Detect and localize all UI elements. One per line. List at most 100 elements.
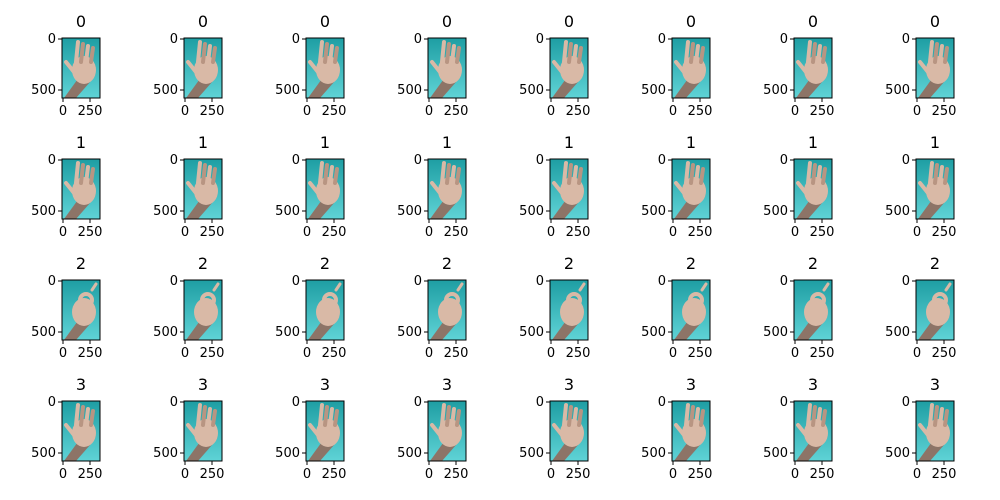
axes-frame — [183, 158, 223, 220]
y-tick-label: 0 — [170, 395, 178, 410]
x-tick-label: 0 — [303, 346, 311, 361]
y-tick-label: 0 — [48, 153, 56, 168]
hand-gesture-photo-icon — [674, 403, 706, 461]
y-tick-label: 500 — [31, 446, 56, 461]
hand-gesture-photo-icon — [186, 40, 218, 98]
image-panel: 3 0 500 0 250 — [388, 371, 508, 491]
y-tick-label: 500 — [397, 83, 422, 98]
x-tick-label: 250 — [78, 104, 103, 119]
y-tick-label: 0 — [170, 32, 178, 47]
y-tick-label: 500 — [153, 204, 178, 219]
hand-gesture-photo-icon — [64, 40, 96, 98]
x-tick-label: 0 — [791, 467, 799, 482]
y-tick-label: 0 — [658, 32, 666, 47]
x-tick-label: 250 — [810, 467, 835, 482]
hand-gesture-photo-icon — [918, 161, 950, 219]
image-panel: 3 0 500 0 250 — [144, 371, 264, 491]
x-tick-label: 250 — [932, 225, 957, 240]
y-tick-label: 0 — [414, 395, 422, 410]
panel-title: 3 — [197, 375, 209, 394]
y-tick-label: 0 — [536, 274, 544, 289]
x-tick-label: 250 — [566, 104, 591, 119]
y-tick-label: 500 — [641, 83, 666, 98]
y-tick-label: 500 — [275, 204, 300, 219]
x-tick-label: 0 — [181, 225, 189, 240]
panel-title: 2 — [685, 254, 697, 273]
hand-gesture-photo-icon — [552, 403, 584, 461]
axes-frame — [793, 400, 833, 462]
axes-frame — [549, 37, 589, 99]
x-tick-label: 250 — [444, 467, 469, 482]
panel-title: 0 — [807, 12, 819, 31]
y-tick-label: 0 — [292, 395, 300, 410]
hand-gesture-photo-icon — [430, 282, 464, 340]
y-tick-label: 0 — [780, 32, 788, 47]
panel-title: 3 — [807, 375, 819, 394]
y-tick-label: 0 — [292, 274, 300, 289]
x-tick-label: 0 — [425, 104, 433, 119]
hand-gesture-photo-icon — [430, 40, 462, 98]
x-tick-label: 0 — [181, 467, 189, 482]
y-tick-label: 500 — [153, 325, 178, 340]
x-tick-label: 250 — [688, 467, 713, 482]
axes-frame — [915, 37, 955, 99]
y-tick-label: 500 — [641, 204, 666, 219]
x-tick-label: 0 — [547, 467, 555, 482]
y-tick-label: 500 — [153, 446, 178, 461]
panel-title: 0 — [685, 12, 697, 31]
image-panel: 0 0 500 0 250 — [144, 8, 264, 128]
y-tick-label: 500 — [153, 83, 178, 98]
hand-gesture-photo-icon — [918, 403, 950, 461]
panel-title: 3 — [929, 375, 941, 394]
hand-gesture-photo-icon — [552, 40, 584, 98]
hand-gesture-photo-icon — [186, 161, 218, 219]
x-tick-label: 250 — [932, 104, 957, 119]
axes-frame — [305, 37, 345, 99]
image-panel: 2 0 500 0 250 — [754, 250, 874, 370]
axes-frame — [671, 158, 711, 220]
panel-title: 1 — [563, 133, 575, 152]
x-tick-label: 0 — [669, 346, 677, 361]
panel-title: 0 — [563, 12, 575, 31]
y-tick-label: 500 — [519, 446, 544, 461]
image-panel: 1 0 500 0 250 — [22, 129, 142, 249]
panel-title: 3 — [563, 375, 575, 394]
hand-gesture-photo-icon — [552, 161, 584, 219]
x-tick-label: 250 — [932, 467, 957, 482]
y-tick-label: 0 — [48, 395, 56, 410]
y-tick-label: 500 — [31, 204, 56, 219]
axes-frame — [427, 400, 467, 462]
x-tick-label: 0 — [59, 467, 67, 482]
y-tick-label: 0 — [780, 153, 788, 168]
y-tick-label: 0 — [48, 32, 56, 47]
x-tick-label: 0 — [791, 346, 799, 361]
hand-gesture-photo-icon — [430, 403, 462, 461]
x-tick-label: 0 — [181, 104, 189, 119]
panel-title: 2 — [807, 254, 819, 273]
panel-title: 3 — [319, 375, 331, 394]
y-tick-label: 0 — [536, 395, 544, 410]
x-tick-label: 0 — [547, 225, 555, 240]
hand-gesture-photo-icon — [308, 161, 340, 219]
x-tick-label: 0 — [59, 346, 67, 361]
axes-frame — [915, 158, 955, 220]
y-tick-label: 0 — [414, 32, 422, 47]
axes-frame — [549, 279, 589, 341]
axes-frame — [427, 279, 467, 341]
x-tick-label: 250 — [688, 104, 713, 119]
image-panel: 1 0 500 0 250 — [754, 129, 874, 249]
image-panel: 1 0 500 0 250 — [266, 129, 386, 249]
y-tick-label: 500 — [763, 83, 788, 98]
hand-gesture-photo-icon — [64, 161, 96, 219]
